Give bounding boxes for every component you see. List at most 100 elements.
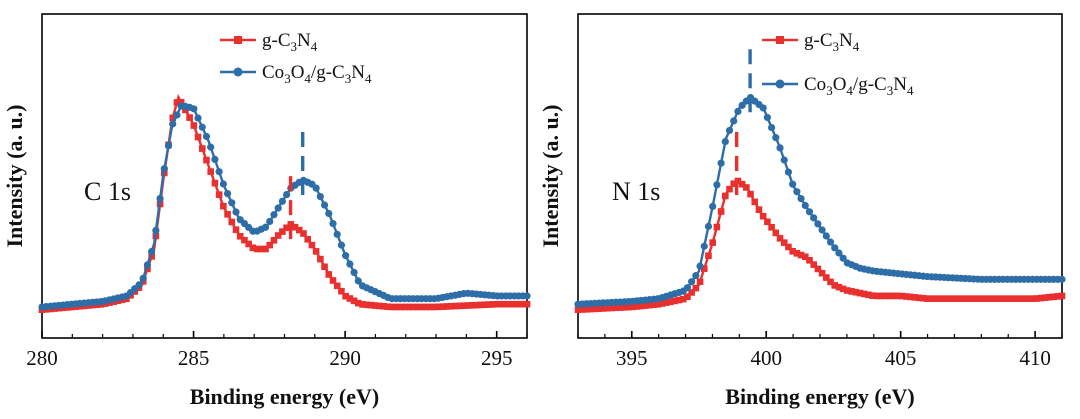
data-point-square (220, 202, 227, 210)
data-point-square (262, 245, 269, 253)
data-point-square (591, 305, 599, 313)
data-point-square (604, 304, 611, 312)
panel-label: C 1s (84, 177, 131, 206)
x-tick-label: 285 (178, 346, 210, 370)
data-point-square (902, 293, 910, 300)
legend-square-marker (234, 36, 242, 44)
data-point-circle (152, 226, 160, 235)
data-point-circle (776, 144, 784, 152)
data-point-square (839, 285, 847, 293)
data-point-circle (763, 113, 771, 122)
data-point-circle (810, 214, 818, 222)
data-point-square (173, 99, 181, 106)
data-point-square (953, 295, 961, 302)
data-point-square (759, 212, 767, 220)
data-point-circle (261, 223, 270, 231)
data-point-circle (228, 199, 236, 207)
data-point-square (439, 303, 446, 310)
data-point-circle (700, 242, 708, 250)
data-point-circle (164, 142, 173, 150)
series-line (41, 104, 527, 309)
data-point-square (485, 301, 493, 308)
data-point-circle (160, 165, 168, 173)
data-point-square (321, 263, 328, 271)
data-point-square (970, 295, 977, 302)
data-point-square (1020, 295, 1028, 302)
x-tick-label: 280 (26, 346, 58, 370)
data-point-square (515, 300, 522, 308)
data-point-circle (780, 156, 788, 164)
legend-circle-marker (775, 79, 785, 89)
data-point-square (629, 303, 637, 311)
data-point-square (1037, 294, 1045, 302)
data-point-square (654, 300, 662, 308)
x-tick-label: 295 (481, 346, 513, 370)
data-point-square (755, 206, 763, 213)
data-point-square (346, 295, 354, 302)
data-point-square (435, 303, 442, 311)
data-point-square (392, 303, 400, 311)
data-point-square (646, 301, 653, 309)
data-point-circle (814, 220, 822, 228)
data-point-square (978, 295, 986, 302)
data-point-square (801, 253, 809, 261)
data-point-square (949, 295, 956, 302)
data-point-circle (337, 241, 346, 249)
data-point-square (595, 305, 603, 312)
data-point-square (460, 302, 468, 309)
data-point-square (894, 292, 902, 300)
data-point-circle (270, 211, 278, 219)
data-point-square (898, 292, 906, 300)
data-point-square (961, 295, 969, 302)
data-point-square (966, 295, 973, 302)
data-point-square (722, 192, 729, 200)
data-point-square (991, 295, 998, 302)
data-point-square (169, 114, 177, 122)
data-point-square (936, 295, 944, 302)
data-point-circle (207, 143, 215, 151)
data-point-square (194, 133, 202, 141)
data-point-square (806, 256, 813, 264)
data-point-square (928, 295, 935, 302)
data-point-circle (232, 208, 240, 216)
data-point-circle (320, 201, 329, 209)
data-point-square (726, 185, 733, 193)
y-axis-title: Intensity (a. u.) (538, 104, 563, 247)
data-point-square (502, 300, 510, 308)
data-point-square (144, 265, 151, 273)
data-point-square (860, 290, 868, 298)
data-point-square (873, 292, 881, 300)
data-point-square (1025, 295, 1032, 302)
data-point-square (317, 255, 324, 263)
data-point-square (241, 236, 248, 244)
data-point-square (350, 297, 358, 305)
data-point-square (148, 253, 155, 260)
data-point-square (422, 303, 430, 311)
data-point-circle (219, 180, 227, 188)
data-point-square (776, 235, 784, 242)
data-point-circle (793, 188, 801, 196)
data-point-square (367, 301, 375, 309)
data-point-square (333, 282, 341, 290)
data-point-square (506, 300, 514, 308)
data-point-square (253, 245, 261, 253)
series-co3o4-g-c3n4 (574, 93, 1066, 308)
data-point-square (785, 243, 792, 251)
data-point-square (401, 303, 408, 311)
data-point-square (1054, 293, 1062, 300)
data-point-circle (696, 262, 704, 270)
data-point-square (1041, 294, 1049, 301)
data-point-square (700, 265, 708, 272)
data-point-circle (730, 117, 738, 125)
data-point-square (405, 303, 413, 311)
x-tick-label: 395 (616, 346, 648, 370)
data-point-square (612, 304, 620, 312)
data-point-circle (789, 180, 797, 188)
data-point-circle (325, 209, 333, 218)
data-point-square (688, 289, 695, 296)
data-point-square (608, 304, 615, 312)
data-point-square (376, 302, 383, 310)
data-point-square (886, 292, 893, 300)
data-point-square (574, 306, 582, 314)
data-point-square (583, 305, 590, 313)
